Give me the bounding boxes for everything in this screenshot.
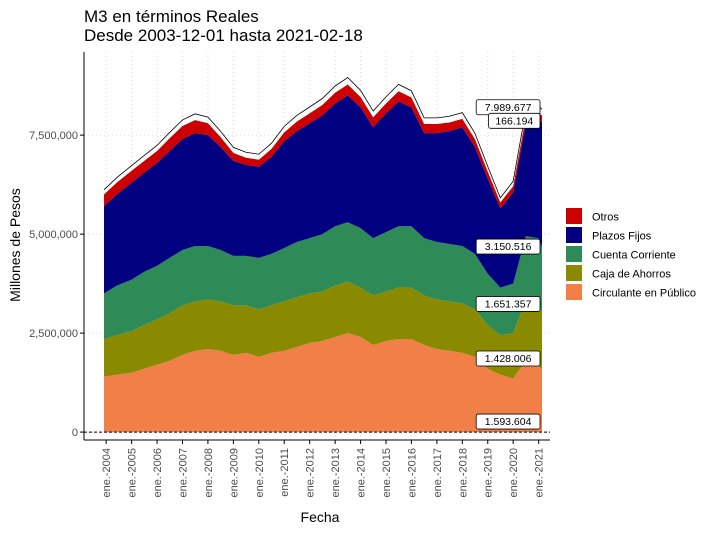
total-line (103, 76, 543, 199)
data-label: 166.194 (488, 112, 541, 129)
data-label: 1.428.006 (475, 350, 541, 367)
area-caja-de-ahorros (104, 281, 542, 379)
x-tick-label: ene.-2008 (203, 448, 215, 498)
area-circulante-en-público (104, 333, 542, 433)
y-tick-label: 7,500,000 (29, 130, 78, 142)
data-label: 1.593.604 (475, 413, 541, 430)
total-series-line (103, 76, 543, 199)
data-label-text: 1.593.604 (485, 416, 532, 428)
x-tick-label: ene.-2010 (254, 448, 266, 498)
x-tick-label: ene.-2021 (534, 448, 546, 498)
legend-label: Otros (592, 212, 619, 224)
data-label-box (488, 112, 541, 129)
x-tick-label: ene.-2018 (457, 448, 469, 498)
x-tick-label: ene.-2011 (279, 448, 291, 497)
legend-label: Plazos Fijos (592, 231, 652, 243)
y-tick-label: 0 (72, 427, 78, 439)
legend: Otros Plazos Fijos Cuenta Corriente Caja de… (566, 208, 696, 300)
areas (104, 84, 542, 433)
x-tick-label: ene.-2005 (127, 448, 139, 498)
legend-swatch (566, 265, 582, 281)
x-tick-label: ene.-2015 (381, 448, 393, 498)
data-label: 7.989.677 (475, 99, 541, 116)
legend-swatch (566, 227, 582, 243)
data-label-box (475, 296, 541, 312)
x-tick-label: ene.-2012 (305, 448, 317, 498)
data-label: 3.150.516 (475, 238, 541, 255)
legend-label: Cuenta Corriente (592, 250, 676, 262)
chart-title: M3 en términos Reales (84, 7, 259, 26)
legend-label: Caja de Ahorros (592, 269, 671, 281)
x-tick-label: ene.-2006 (152, 448, 164, 498)
x-tick-label: ene.-2017 (432, 448, 444, 498)
axes: 0 2,500,000 5,000,000 7,500,000 ene.-2004 ene… (29, 52, 550, 498)
data-label-text: 1.651.357 (485, 298, 532, 310)
data-label-box (475, 238, 541, 255)
data-label-box (475, 413, 541, 430)
data-label-box (475, 350, 541, 367)
data-label-text: 7.989.677 (485, 102, 532, 114)
y-axis-label: Millones de Pesos (7, 188, 23, 302)
x-tick-label: ene.-2013 (330, 448, 342, 498)
legend-swatch (566, 284, 582, 300)
x-tick-label: ene.-2019 (483, 448, 495, 498)
data-label-text: 166.194 (495, 115, 533, 127)
y-tick-label: 5,000,000 (29, 229, 78, 241)
data-label-text: 3.150.516 (485, 241, 532, 253)
x-axis-label: Fecha (301, 509, 340, 525)
x-tick-label: ene.-2009 (228, 448, 240, 498)
chart-subtitle: Desde 2003-12-01 hasta 2021-02-18 (84, 26, 363, 45)
x-tick-label: ene.-2014 (356, 448, 368, 498)
x-tick-label: ene.-2016 (406, 448, 418, 498)
data-label-text: 1.428.006 (485, 353, 532, 365)
y-tick-label: 2,500,000 (29, 328, 78, 340)
x-tick-label: ene.-2007 (177, 448, 189, 498)
area-cuenta-corriente (104, 222, 542, 340)
area-otros (104, 84, 542, 209)
x-tick-label: ene.-2004 (101, 448, 113, 498)
legend-swatch (566, 208, 582, 224)
area-plazos-fijos (104, 95, 542, 294)
legend-label: Circulante en Público (592, 288, 696, 300)
legend-swatch (566, 246, 582, 262)
data-label: 1.651.357 (475, 296, 541, 312)
x-tick-label: ene.-2020 (508, 448, 520, 498)
